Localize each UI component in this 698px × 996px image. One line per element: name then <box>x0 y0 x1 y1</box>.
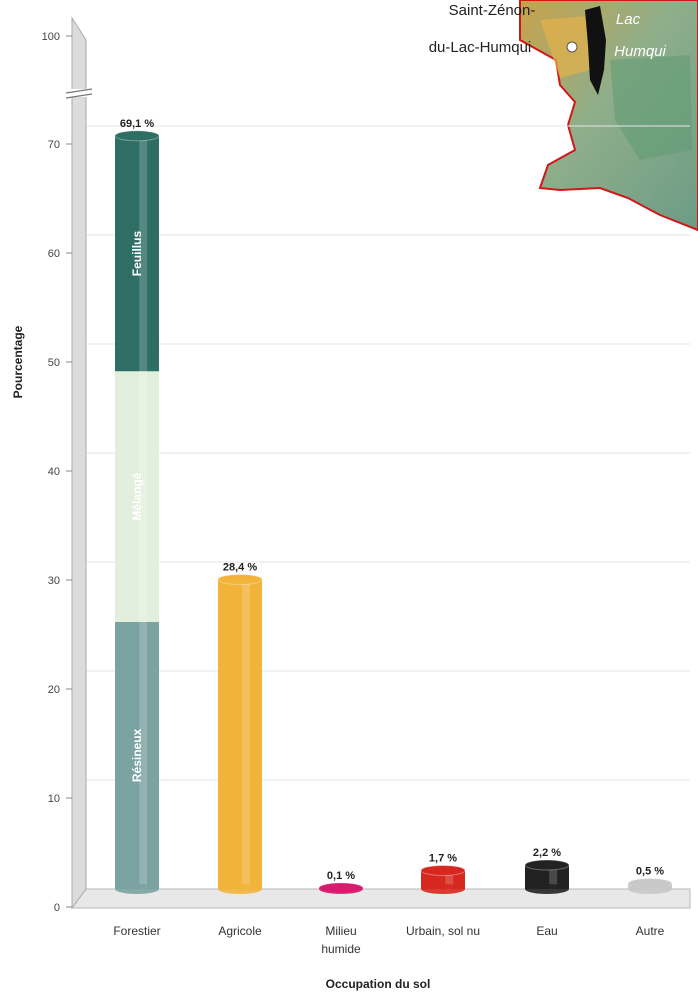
map-town-name-line2: du-Lac-Humqui <box>429 39 532 56</box>
category-labels: Forestier Agricole Milieu humide Urbain, sol… <box>113 924 664 956</box>
y-tick-label: 30 <box>48 575 60 587</box>
y-tick-label: 10 <box>48 793 60 805</box>
y-tick-label: 0 <box>54 902 60 914</box>
gridlines <box>86 125 690 781</box>
y-axis-label: Pourcentage <box>11 325 25 398</box>
map-lake-name-line1: Lac <box>616 11 641 28</box>
bar-cap <box>420 864 466 876</box>
data-label: 28,4 % <box>223 561 257 573</box>
bar-cap <box>217 573 263 585</box>
x-axis-label: Occupation du sol <box>326 977 431 991</box>
bar-base <box>421 884 465 894</box>
bar-base <box>319 884 363 894</box>
bar-eau: 2,2 % <box>524 847 570 894</box>
y-tick-label: 60 <box>48 248 60 260</box>
bar-milieu-humide: 0,1 % <box>318 870 364 894</box>
data-label: 69,1 % <box>120 118 154 130</box>
axis-break-icon <box>65 88 93 99</box>
bar-cap <box>114 130 160 142</box>
map-town-name-line1: Saint-Zénon- <box>449 2 536 19</box>
bar-segment <box>115 621 159 889</box>
y-tick-label: 20 <box>48 684 60 696</box>
bar-urbain: 1,7 % <box>420 852 466 894</box>
bar-base <box>525 884 569 894</box>
bar-segment <box>115 371 159 622</box>
category-label: Milieu humide <box>321 924 361 956</box>
bar-highlight <box>549 865 558 889</box>
bar-highlight <box>139 135 148 889</box>
y-tick-label: 40 <box>48 466 60 478</box>
category-label: Forestier <box>113 924 160 938</box>
bar-body <box>421 870 465 889</box>
data-label: 1,7 % <box>429 852 457 864</box>
map-forest-patch <box>610 55 692 160</box>
y-tick-label: 50 <box>48 357 60 369</box>
bar-base <box>628 884 672 894</box>
town-marker-icon <box>566 41 578 53</box>
data-label: 0,1 % <box>327 870 355 882</box>
bar-agricole: 28,4 % <box>217 561 263 894</box>
category-label: Eau <box>536 924 557 938</box>
category-label: Autre <box>636 924 665 938</box>
bar-cap <box>524 859 570 871</box>
bar-highlight <box>445 870 454 889</box>
bar-segment <box>115 135 159 372</box>
bars: Résineux Mélangé Feuillus 69,1 % 28,4 % 0,1 %… <box>114 118 673 894</box>
inset-map: Saint-Zénon- du-Lac-Humqui Lac Humqui <box>429 0 698 232</box>
segment-label: Feuillus <box>130 231 144 277</box>
bar-base <box>115 884 159 894</box>
category-label: Urbain, sol nu <box>406 924 480 938</box>
bar-highlight <box>242 579 251 889</box>
category-label: Agricole <box>218 924 262 938</box>
bar-body <box>218 579 262 889</box>
segment-label: Mélangé <box>130 472 144 520</box>
data-label: 0,5 % <box>636 866 664 878</box>
y-tick-label: 100 <box>42 31 60 43</box>
map-lake-name-line2: Humqui <box>614 43 666 60</box>
lake-shape <box>585 6 606 95</box>
data-label: 2,2 % <box>533 847 561 859</box>
y-tick-label: 70 <box>48 139 60 151</box>
bar-body <box>525 865 569 889</box>
chart-floor <box>71 888 691 909</box>
y-axis-wall <box>71 16 87 910</box>
bar-forestier: Résineux Mélangé Feuillus 69,1 % <box>114 118 160 894</box>
y-axis-ticks: 0 10 20 30 40 50 60 70 100 <box>42 31 72 914</box>
segment-label: Résineux <box>130 728 144 782</box>
bar-autre: 0,5 % <box>627 866 673 894</box>
bar-base <box>218 884 262 894</box>
